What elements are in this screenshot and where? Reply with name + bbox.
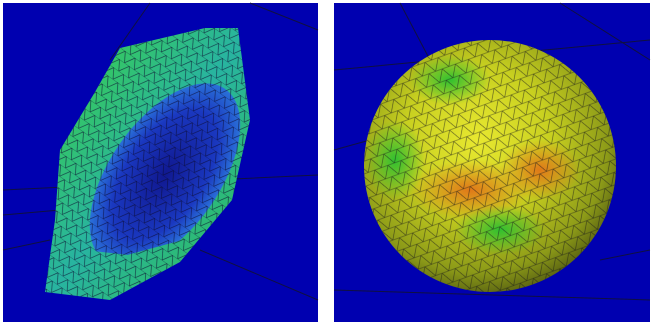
left-panel xyxy=(3,3,318,322)
page: {} html, body { margin: 0; padding: 0; b… xyxy=(0,0,652,325)
body xyxy=(0,0,652,325)
right-panel xyxy=(334,3,650,322)
renderings xyxy=(0,0,652,325)
